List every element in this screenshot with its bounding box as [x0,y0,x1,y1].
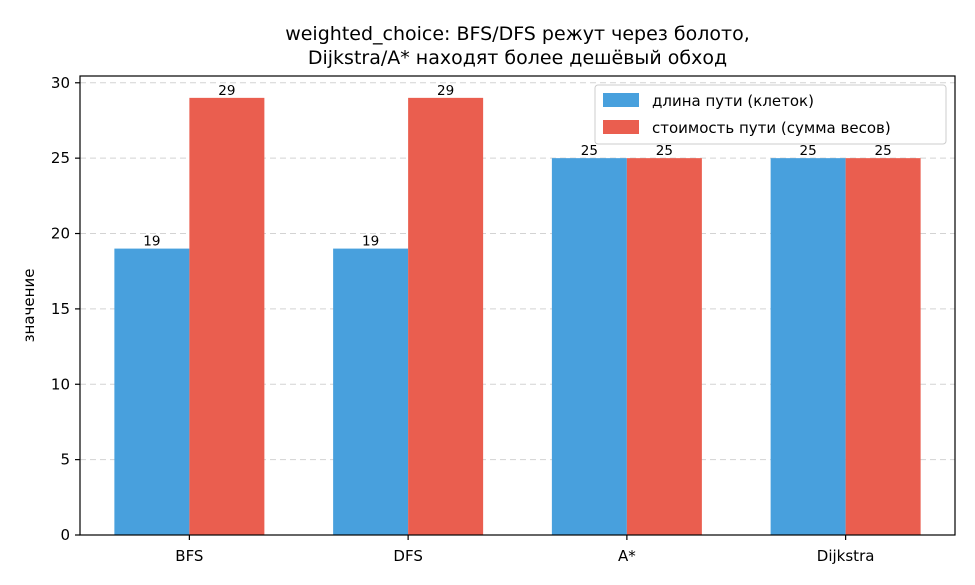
y-tick-label: 10 [51,375,70,393]
bar-length [114,248,190,535]
bar-value-label: 25 [656,143,673,159]
y-axis-label: значение [20,269,38,343]
legend-box [594,84,947,145]
bar-cost [626,158,702,535]
x-tick-label: Dijkstra [817,547,875,565]
bar-value-label: 25 [800,143,817,159]
x-tick-label: A* [618,547,636,565]
bar-length [551,158,627,535]
bar-value-label: 29 [218,83,235,99]
legend-swatch [603,93,639,107]
y-tick-label: 30 [51,74,70,92]
legend-label: длина пути (клеток) [652,92,814,110]
bar-cost [189,97,265,535]
chart-title: weighted_choice: BFS/DFS режут через бол… [285,23,750,69]
bar-value-label: 19 [362,234,379,250]
plot-frame [79,75,956,536]
bar-value-label: 25 [581,143,598,159]
bar-value-label: 19 [143,234,160,250]
legend: длина пути (клеток) стоимость пути (сумма… [594,84,947,145]
bar-cost [845,158,921,535]
y-tick-label: 5 [60,451,70,469]
x-tick-label: DFS [393,547,422,565]
bar-cost [408,97,484,535]
bar-value-label: 25 [875,143,892,159]
x-tick-label: BFS [175,547,203,565]
y-tick-label: 15 [51,300,70,318]
bar-value-label: 29 [437,83,454,99]
y-tick-label: 25 [51,149,70,167]
legend-label: стоимость пути (сумма весов) [652,119,891,137]
bar-length [333,248,409,535]
legend-swatch [603,120,639,134]
y-tick-label: 20 [51,225,70,243]
bar-length [770,158,846,535]
y-tick-label: 0 [60,526,70,544]
